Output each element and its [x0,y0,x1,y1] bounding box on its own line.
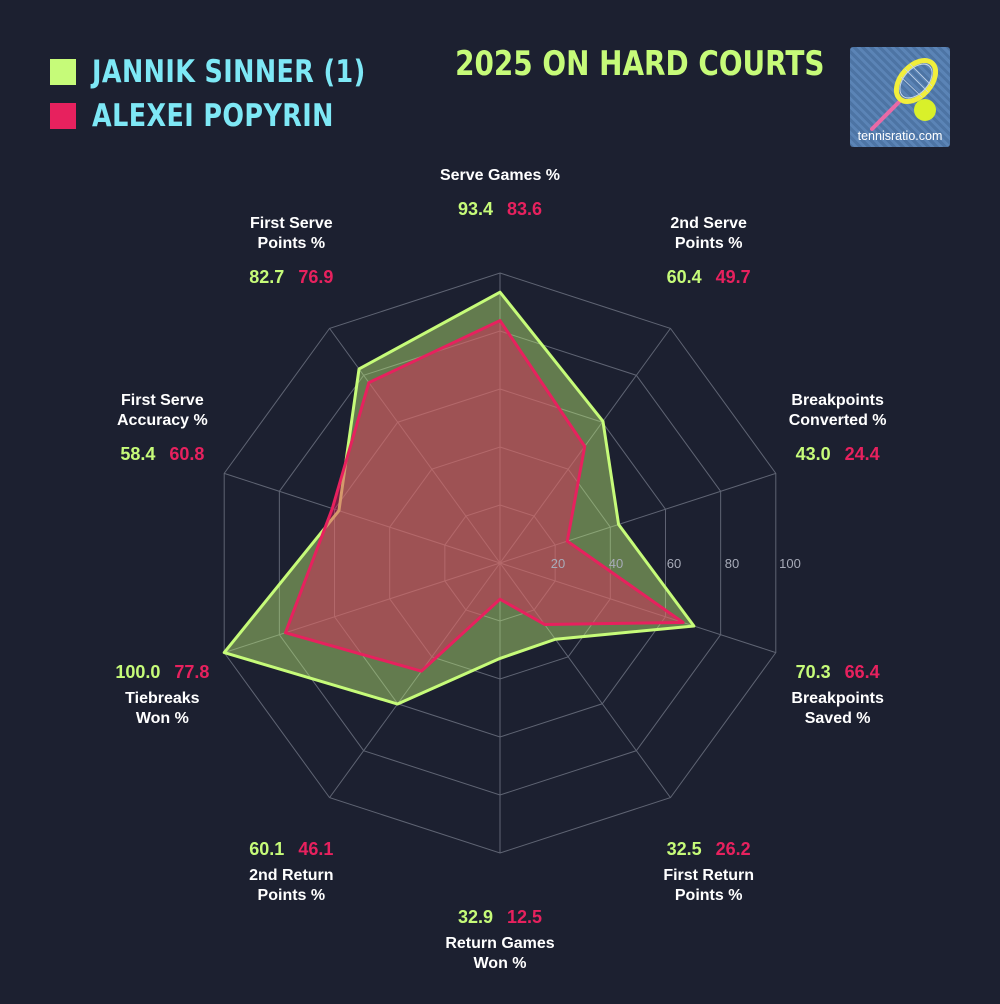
axis-label-line: Return Games [445,935,555,952]
grid-spoke [499,472,776,564]
axis-label: Return Games Won % [405,934,595,974]
axis-label-line: First Return [663,867,754,885]
grid-spoke [329,328,501,564]
axis-label-line: Points % [674,887,743,905]
value-label-player-a: 100.0 [115,661,161,682]
tennis-racket-ball-icon [870,58,939,131]
tick-label: 80 [725,556,739,571]
axis-label: Tiebreaks Won % [67,689,257,729]
legend-label-player-a: JANNIK SINNER (1) [92,54,366,90]
axis-label-line: Saved % [804,709,871,727]
value-label-player-b: 24.4 [844,444,880,465]
axis-label-line: Tiebreaks [125,689,200,707]
axis-values: 58.4 60.8 [67,443,257,465]
value-label-player-b: 76.9 [298,266,334,287]
value-label-player-b: 66.4 [844,661,880,682]
axis-label: Serve Games % [405,166,595,186]
tick-label: 60 [667,556,681,571]
value-label-player-a: 32.5 [666,839,702,860]
grid-spoke [499,562,671,798]
axis-values: 70.3 66.4 [743,661,933,683]
axis-values: 60.4 49.7 [614,266,804,288]
axis-values: 82.7 76.9 [196,266,386,288]
chart-title: 2025 ON HARD COURTS [454,44,824,84]
axis-label-line: Serve Games % [439,167,561,184]
axis-label-line: 2nd Serve [670,214,747,232]
axis-label-line: Points % [257,887,326,905]
value-label-player-a: 82.7 [249,266,285,287]
axis-label-line: First Serve [121,392,204,410]
axis-values: 43.0 24.4 [743,443,933,465]
radar-grid [223,272,777,854]
value-label-player-b: 77.8 [174,661,210,682]
value-label-player-a: 93.4 [457,199,493,219]
legend: JANNIK SINNER (1) ALEXEI POPYRIN [50,50,426,138]
legend-item-player-b: ALEXEI POPYRIN [50,94,426,138]
legend-item-player-a: JANNIK SINNER (1) [50,50,426,94]
tick-labels: 20 40 60 80 100 [551,556,801,571]
value-label-player-a: 60.4 [666,266,702,287]
axis-label-line: Converted % [788,412,887,430]
grid-spoke [224,562,501,654]
grid-spoke [499,562,776,654]
axis-values: 32.9 12.5 [405,906,595,928]
value-label-player-b: 60.8 [169,444,205,465]
site-logo: tennisratio.com [850,47,950,147]
logo-text: tennisratio.com [857,129,943,143]
value-label-player-a: 60.1 [249,839,285,860]
axis-label-line: Won % [473,955,527,972]
axis-label: First Serve Accuracy % [67,391,257,431]
axis-values: 93.4 83.6 [405,198,595,220]
value-label-player-a: 58.4 [120,444,156,465]
legend-swatch-player-b [50,103,76,129]
axis-label-line: 2nd Return [249,867,334,885]
series-area-player-b [283,319,685,673]
axis-label: First Return Points % [614,866,804,906]
value-label-player-a: 70.3 [795,661,831,682]
axis-values: 32.5 26.2 [614,838,804,860]
tick-label: 100 [779,556,801,571]
axis-label-line: Breakpoints [791,689,884,707]
axis-label-line: Won % [135,709,189,727]
grid-spoke [224,472,501,564]
axis-label: 2nd Return Points % [196,866,386,906]
axis-label: First Serve Points % [196,214,386,254]
value-label-player-b: 26.2 [715,839,751,860]
grid-spoke [329,562,501,798]
axis-label-line: Breakpoints [791,392,884,410]
axis-values: 60.1 46.1 [196,838,386,860]
axis-values: 100.0 77.8 [67,661,257,683]
axis-label-line: Points % [257,234,326,252]
axis-label-line: First Serve [249,214,333,232]
value-label-player-b: 12.5 [507,907,543,927]
legend-swatch-player-a [50,59,76,85]
value-label-player-b: 46.1 [298,839,334,860]
tick-label: 20 [551,556,565,571]
value-label-player-a: 32.9 [457,907,493,927]
legend-label-player-b: ALEXEI POPYRIN [92,98,334,134]
value-label-player-b: 49.7 [715,266,751,287]
axis-label-line: Accuracy % [117,412,208,430]
value-label-player-b: 83.6 [507,199,543,219]
value-label-player-a: 43.0 [795,444,831,465]
axis-label: Breakpoints Saved % [743,689,933,729]
axis-label: 2nd Serve Points % [614,214,804,254]
axis-label: Breakpoints Converted % [743,391,933,431]
axis-label-line: Points % [674,234,743,252]
tick-label: 40 [609,556,623,571]
